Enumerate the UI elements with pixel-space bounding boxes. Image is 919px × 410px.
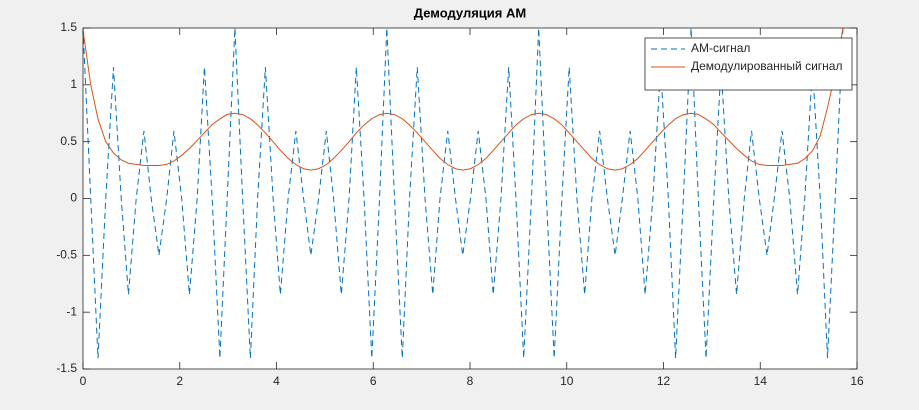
y-tick-label: 1 [70,77,77,91]
x-tick-label: 8 [467,374,474,388]
y-tick-label: 0 [70,191,77,205]
curves [83,28,844,359]
legend-box [644,37,853,91]
chart-title: Демодуляция АМ [414,5,526,20]
x-tick-label: 12 [657,374,671,388]
y-tick-label: 1.5 [60,20,77,34]
x-tick-label: 6 [370,374,377,388]
series-line [83,28,844,171]
x-tick-label: 0 [80,374,87,388]
x-tick-label: 14 [754,374,768,388]
y-tick-label: -1 [66,304,77,318]
x-tick-label: 2 [176,374,183,388]
x-tick-label: 10 [560,374,574,388]
x-tick-label: 4 [273,374,280,388]
y-tick-label: 0.5 [60,134,77,148]
x-tick-label: 16 [850,374,864,388]
legend-label: АМ-сигнал [691,41,750,55]
legend-label: Демодулированный сигнал [691,59,842,73]
series-line [83,28,844,359]
y-tick-label: -0.5 [56,248,77,262]
y-tick-label: -1.5 [56,361,77,375]
